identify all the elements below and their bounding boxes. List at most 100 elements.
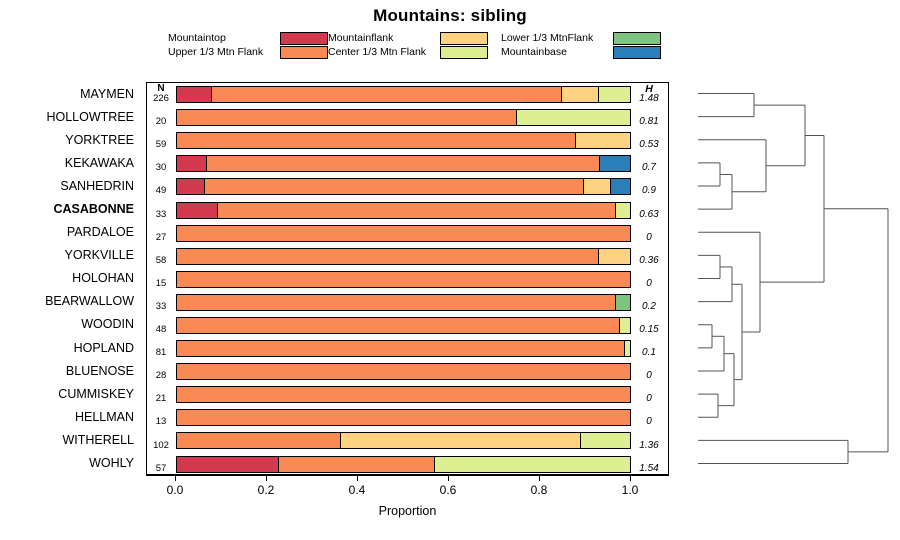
- bar-row: [176, 383, 631, 406]
- stacked-bar: [176, 409, 631, 427]
- bar-segment: [616, 294, 630, 310]
- stacked-bar: [176, 132, 631, 150]
- bar-row: [176, 106, 631, 129]
- bar-segment: [341, 433, 582, 449]
- bar-segment: [583, 179, 612, 195]
- legend-column-3: Lower 1/3 MtnFlank Mountainbase: [501, 31, 661, 59]
- row-label: KEKAWAKA: [64, 155, 134, 170]
- h-value: 0.63: [639, 208, 659, 220]
- stacked-bar: [176, 455, 631, 473]
- bar-segment: [177, 294, 617, 310]
- bar-segment: [598, 248, 630, 264]
- legend-swatch-mountaintop: [280, 31, 328, 45]
- n-value: 59: [155, 139, 167, 151]
- stacked-bar: [176, 86, 631, 104]
- stacked-bar: [176, 224, 631, 242]
- bar-segment: [576, 133, 630, 149]
- h-column-header: H: [645, 83, 653, 95]
- stacked-bar: [176, 363, 631, 381]
- h-value: 0: [646, 370, 652, 382]
- n-value: 28: [155, 370, 167, 382]
- legend-swatch-upper-third: [280, 45, 328, 59]
- bar-segment: [177, 87, 213, 103]
- row-label: HOLOHAN: [72, 271, 134, 286]
- bar-segment: [581, 433, 630, 449]
- stacked-bar: [176, 432, 631, 450]
- row-label: WITHERELL: [62, 432, 134, 447]
- row-label: HELLMAN: [74, 409, 134, 424]
- legend: Mountaintop Upper 1/3 Mtn Flank Mountain…: [168, 31, 688, 61]
- bar-segment: [177, 133, 577, 149]
- n-value: 48: [155, 324, 167, 336]
- legend-label: Lower 1/3 MtnFlank: [501, 31, 594, 44]
- n-value: 20: [155, 116, 167, 128]
- bar-row: [176, 245, 631, 268]
- x-axis-tick: [357, 475, 358, 481]
- bar-row: [176, 129, 631, 152]
- bar-segment: [177, 271, 630, 287]
- n-value: 33: [155, 208, 167, 220]
- x-axis-tick-label: 0.4: [348, 483, 366, 497]
- bar-segment: [620, 317, 630, 333]
- n-value: 15: [155, 277, 167, 289]
- n-column-header: N: [157, 83, 165, 94]
- row-label: MAYMEN: [80, 86, 134, 101]
- stacked-bar: [176, 109, 631, 127]
- h-value: 0: [646, 277, 652, 289]
- h-value: 0: [646, 231, 652, 243]
- row-label: BLUENOSE: [65, 363, 134, 378]
- legend-swatch-mountainbase: [613, 45, 661, 59]
- bar-segment: [435, 456, 630, 472]
- row-label: PARDALOE: [66, 225, 134, 240]
- n-value: 27: [155, 231, 167, 243]
- n-value: 81: [155, 347, 167, 359]
- h-value: 0.53: [639, 139, 659, 151]
- legend-item: Upper 1/3 Mtn Flank: [168, 45, 328, 59]
- bar-segment: [177, 248, 599, 264]
- page-title: Mountains: sibling: [373, 6, 527, 25]
- h-value: 0: [646, 393, 652, 405]
- dendrogram: [672, 82, 900, 475]
- legend-column-1: Mountaintop Upper 1/3 Mtn Flank: [168, 31, 328, 59]
- bar-row: [176, 175, 631, 198]
- bar-segment: [177, 202, 219, 218]
- bar-row: [176, 291, 631, 314]
- stacked-bar: [176, 201, 631, 219]
- bar-segment: [177, 225, 630, 241]
- plot-panel: N 226 20 59 30 49 33 27 58 15 33 48 81 28 21 13 102 57 H…: [146, 82, 669, 475]
- bar-row: [176, 360, 631, 383]
- h-value: 0.81: [639, 116, 659, 128]
- legend-item: Mountainbase: [501, 45, 661, 59]
- row-label: WOHLY: [89, 456, 134, 471]
- stacked-bar: [176, 247, 631, 265]
- stacked-bar: [176, 270, 631, 288]
- bar-segment: [177, 433, 342, 449]
- bar-segment: [177, 317, 621, 333]
- legend-label: Center 1/3 Mtn Flank: [328, 45, 427, 58]
- dendrogram-svg: [698, 93, 889, 464]
- h-value: 1.54: [639, 462, 659, 474]
- legend-column-2: Mountainflank Center 1/3 Mtn Flank: [328, 31, 488, 59]
- n-value: 13: [155, 416, 167, 428]
- n-value: 226: [153, 93, 169, 105]
- n-value: 21: [155, 393, 167, 405]
- legend-item: Mountainflank: [328, 31, 488, 45]
- row-label: YORKVILLE: [64, 248, 134, 263]
- x-axis-tick: [266, 475, 267, 481]
- bar-segment: [177, 179, 205, 195]
- n-column: 226 20 59 30 49 33 27 58 15 33 48 81 28 21 13 102 57: [147, 83, 175, 474]
- x-axis-tick-label: 1.0: [621, 483, 639, 497]
- x-axis-tick: [630, 475, 631, 481]
- bar-segment: [207, 156, 600, 172]
- bar-segment: [204, 179, 584, 195]
- bar-segment: [218, 202, 617, 218]
- bar-segment: [611, 179, 630, 195]
- x-axis: 0.0 0.2 0.4 0.6 0.8 1.0: [146, 475, 669, 497]
- legend-label: Mountainbase: [501, 45, 567, 58]
- row-label: HOPLAND: [73, 340, 134, 355]
- n-value: 57: [155, 462, 167, 474]
- h-value: 0.2: [642, 300, 656, 312]
- row-label: HOLLOWTREE: [46, 109, 134, 124]
- bar-row: [176, 222, 631, 245]
